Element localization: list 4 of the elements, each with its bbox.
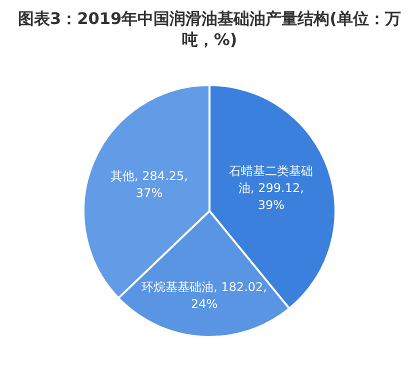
chart-title: 图表3：2019年中国润滑油基础油产量结构(单位：万吨，%) xyxy=(17,8,402,50)
slice-label: 石蜡基二类基础油, 299.12, 39% xyxy=(229,164,314,212)
slice-label: 环烷基基础油, 182.02, 24% xyxy=(142,280,267,312)
slice-label: 其他, 284.25, 37% xyxy=(110,168,188,200)
